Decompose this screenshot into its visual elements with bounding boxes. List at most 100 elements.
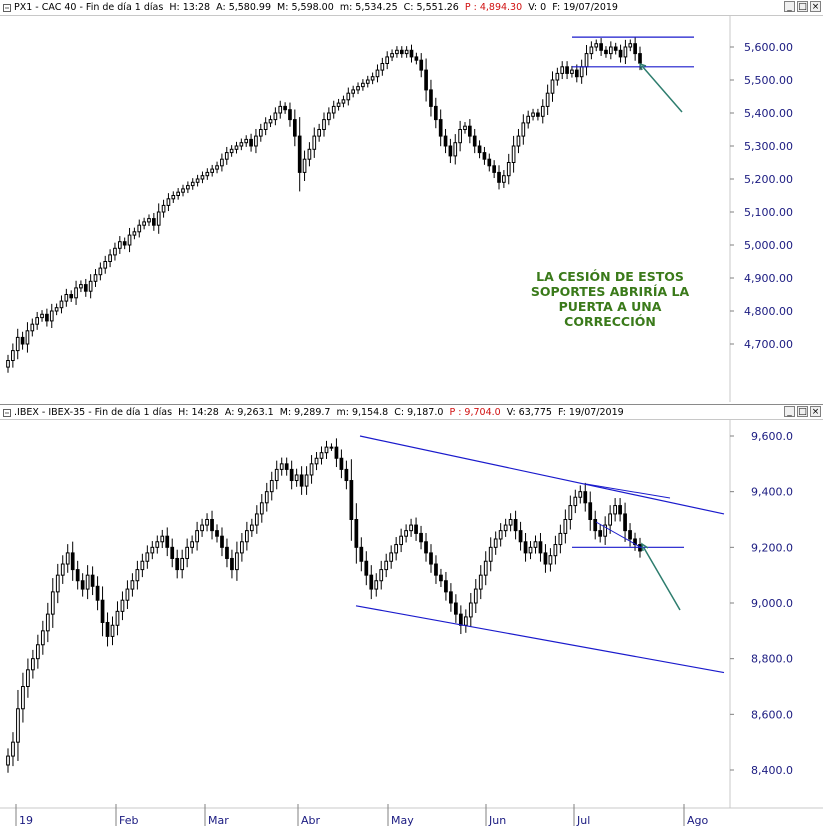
cac-candle-body <box>472 135 477 147</box>
cac-candle-body <box>453 142 458 157</box>
cac-candle-body <box>117 241 122 249</box>
cac-candle-body <box>11 350 15 362</box>
cac-candle-body <box>346 92 351 101</box>
ibex-candle-body <box>40 630 45 646</box>
cac-candle-body <box>156 211 161 226</box>
cac-candle-body <box>45 313 49 322</box>
ibex-candle-body <box>553 544 558 557</box>
ibex-candle-body <box>254 513 259 526</box>
minimize-button[interactable]: _ <box>784 406 795 417</box>
ibex-candle-body <box>613 505 617 515</box>
ibex-upper-channel-line <box>359 435 725 515</box>
annotation-line: CORRECCIÓN <box>564 314 656 329</box>
ibex-candle-body <box>528 546 533 554</box>
cac-y-tick-label: 5,600.00 <box>744 41 793 54</box>
cac-candle-body <box>574 69 579 78</box>
cac-candle-body <box>74 287 78 299</box>
ibex-candle-body <box>279 463 284 470</box>
ibex-candle-body <box>220 535 224 548</box>
ibex-candle-body <box>45 613 50 632</box>
cac-candle-body <box>98 267 103 276</box>
cac-y-tick-label: 4,700.00 <box>744 338 793 351</box>
ibex-candle-body <box>473 588 478 604</box>
volume-value: V: 0 <box>528 2 547 13</box>
ibex-panel-header: .IBEX - IBEX-35 - Fin de día 1 días H: 1… <box>0 404 823 420</box>
cac-candle-body <box>638 53 642 64</box>
cac-candle-body <box>176 191 180 196</box>
x-tick-label: Ago <box>687 814 709 826</box>
ibex-candle-body <box>503 524 508 532</box>
ibex-candle-body <box>6 755 10 766</box>
cac-candle-body <box>419 59 424 71</box>
cac-candle-body <box>263 122 268 131</box>
cac-candle-body <box>579 66 584 78</box>
cac-candle-body <box>195 178 200 183</box>
ibex-candle-body <box>483 560 488 576</box>
ibex-candle-body <box>568 505 573 521</box>
close-button[interactable]: × <box>810 406 821 417</box>
ibex-candle-body <box>299 474 304 487</box>
maximize-button[interactable]: □ <box>797 406 808 417</box>
ibex-candle-body <box>35 644 40 660</box>
cac-candle-body <box>64 294 69 302</box>
cac-candle-body <box>531 112 535 117</box>
ibex-candle-body <box>85 574 90 590</box>
ibex-lower-channel-line <box>355 605 725 674</box>
cac-candle-body <box>137 224 142 233</box>
ibex-candle-body <box>454 602 458 615</box>
cac-candle-body <box>268 119 273 124</box>
ibex-candle-body <box>65 552 70 565</box>
low-value: m: 5,534.25 <box>339 2 398 13</box>
cac-candle-body <box>244 138 249 144</box>
cac-y-tick-label: 4,800.00 <box>744 305 793 318</box>
cac-candle-body <box>220 158 224 167</box>
cac-candle-body <box>302 158 307 173</box>
cac-candle-body <box>35 317 40 325</box>
cac-candle-body <box>292 119 297 137</box>
cac-candle-body <box>312 135 317 150</box>
ibex-candle-body <box>583 491 588 504</box>
close-button[interactable]: × <box>810 1 821 12</box>
ibex-candle-body <box>434 563 438 576</box>
close-value: C: 9,187.0 <box>394 407 444 418</box>
p-value: P : 9,704.0 <box>449 407 501 418</box>
maximize-button[interactable]: □ <box>797 1 808 12</box>
cac-candle-body <box>307 148 312 160</box>
ibex-candle-body <box>284 463 289 470</box>
ibex-candle-body <box>200 524 204 532</box>
ibex-candle-body <box>190 541 194 548</box>
cac-candle-body <box>224 152 229 160</box>
ibex-candle-body <box>269 480 274 493</box>
cac-candle-body <box>171 195 176 200</box>
ibex-candle-body <box>230 557 234 571</box>
ibex-candle-body <box>618 505 622 515</box>
ibex-candle-body <box>80 580 85 590</box>
cac-candle-body <box>161 204 166 213</box>
cac-candle-body <box>429 89 433 107</box>
cac-candle-body <box>482 152 487 160</box>
cac-candle-body <box>341 99 346 104</box>
cac-candle-body <box>438 119 443 137</box>
ibex-candle-body <box>498 530 503 540</box>
ibex-candle-body <box>449 591 453 604</box>
cac-candle-body <box>618 49 623 58</box>
cac-candle-body <box>594 43 599 48</box>
ibex-candle-body <box>344 468 349 482</box>
cac-candle-body <box>380 63 385 71</box>
cac-candle-body <box>127 234 132 246</box>
open-value: A: 9,263.1 <box>224 407 274 418</box>
cac-candle-body <box>181 188 185 193</box>
cac-candle-body <box>317 129 321 137</box>
cac-candle-body <box>463 125 467 130</box>
cac-candle-body <box>59 300 64 309</box>
panel-icon <box>3 408 11 417</box>
minimize-button[interactable]: _ <box>784 1 795 12</box>
ibex-candle-body <box>210 519 214 532</box>
cac-candle-body <box>385 56 390 65</box>
ibex-candle-body <box>125 588 130 601</box>
cac-candle-body <box>555 72 560 81</box>
ibex-candle-body <box>90 574 95 587</box>
cac-y-tick-label: 5,000.00 <box>744 239 793 252</box>
cac-candle-body <box>322 119 326 130</box>
